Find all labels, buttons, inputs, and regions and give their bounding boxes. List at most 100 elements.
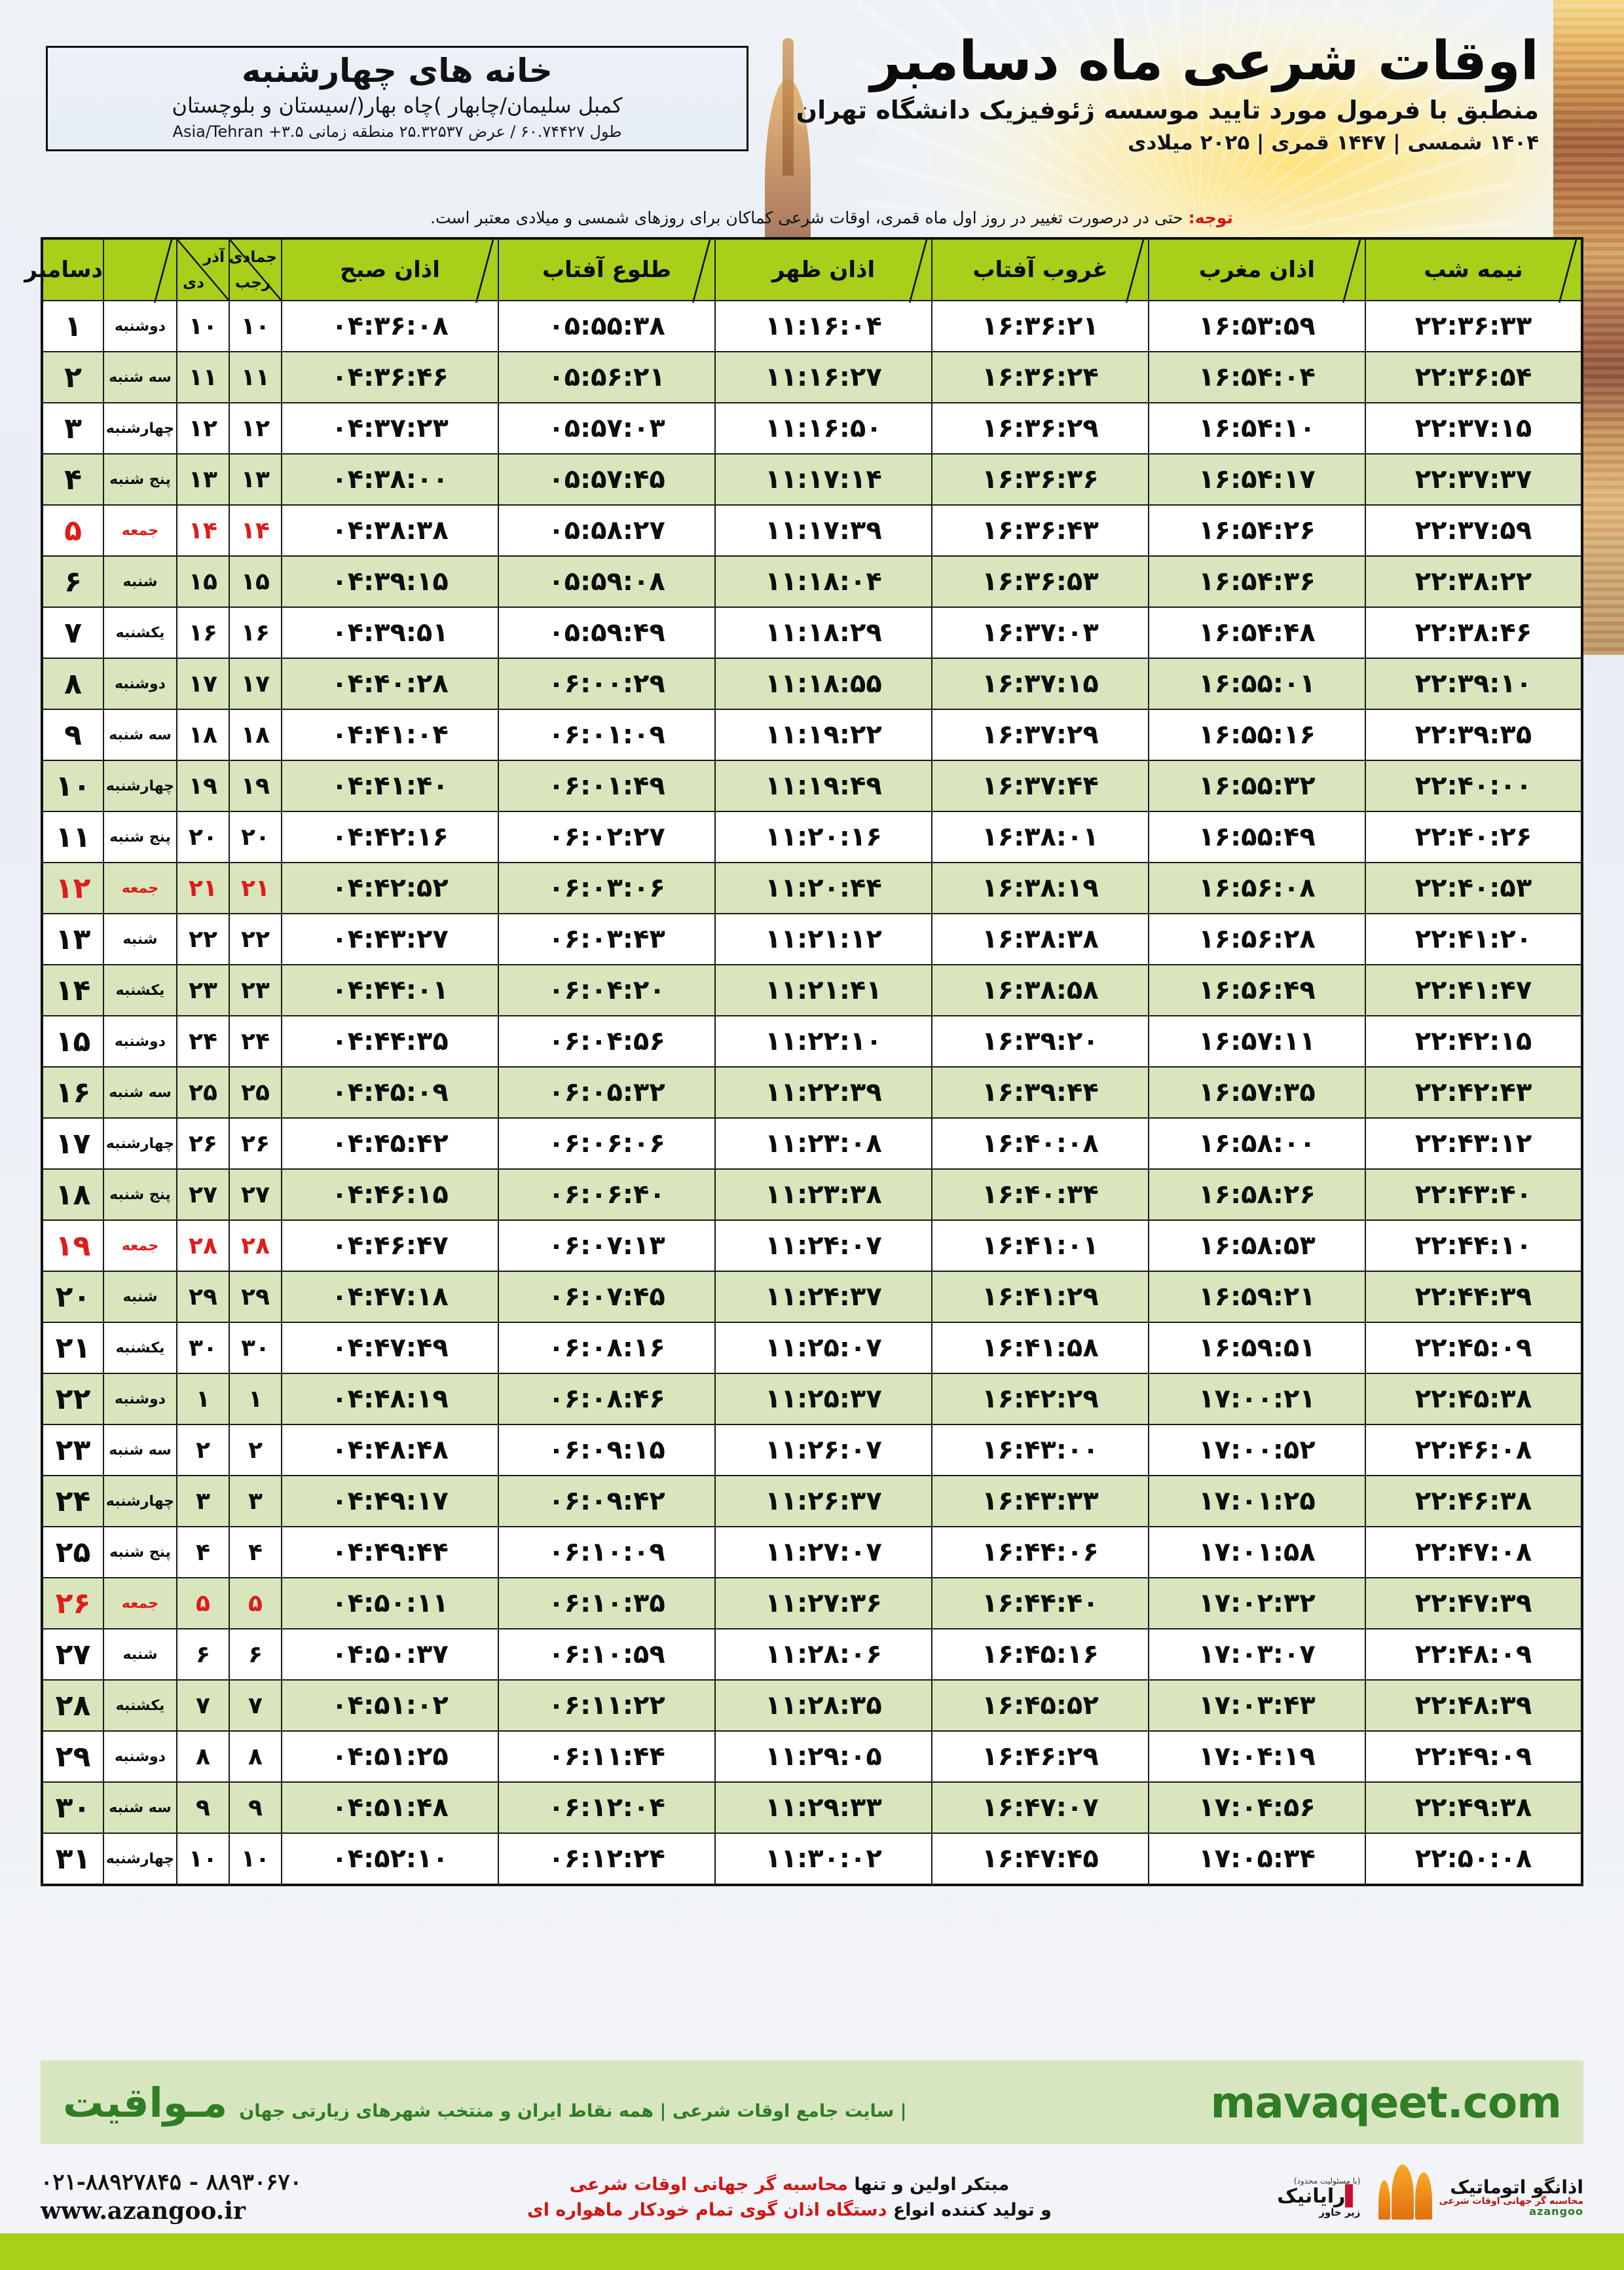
cell-d: ۶ xyxy=(41,555,104,608)
cell-wd: چهارشنبه xyxy=(103,1117,177,1170)
cell-dhuhr: ۱۱:۲۵:۰۷ xyxy=(714,1322,932,1374)
table-row: ۲۲:۴۰:۰۰ ۱۶:۵۵:۳۲ ۱۶:۳۷:۴۴ ۱۱:۱۹:۴۹ ۰۶:۰۱:۴۹… xyxy=(41,760,1583,812)
table-row: ۲۲:۳۹:۱۰ ۱۶:۵۵:۰۱ ۱۶:۳۷:۱۵ ۱۱:۱۸:۵۵ ۰۶:۰۰:۲۹… xyxy=(41,658,1583,710)
cell-sunrise: ۰۶:۱۲:۰۴ xyxy=(498,1781,716,1834)
cell-sh: ۴ xyxy=(176,1526,230,1578)
page-subtitle: منطبق با فرمول مورد تایید موسسه ژئوفیزیک… xyxy=(796,95,1539,124)
cell-sunrise: ۰۶:۱۱:۲۲ xyxy=(498,1679,716,1732)
cell-hi: ۳ xyxy=(229,1475,282,1527)
cell-sh: ۱۸ xyxy=(176,709,230,761)
cell-dhuhr: ۱۱:۱۶:۵۰ xyxy=(714,402,932,455)
cell-midnight: ۲۲:۴۱:۴۷ xyxy=(1365,964,1583,1016)
cell-maghrib: ۱۶:۵۸:۰۰ xyxy=(1148,1117,1366,1170)
cell-midnight: ۲۲:۴۵:۳۸ xyxy=(1365,1373,1583,1425)
cell-wd: سه شنبه xyxy=(103,1066,177,1119)
footer-website[interactable]: www.azangoo.ir xyxy=(41,2197,246,2225)
cell-maghrib: ۱۷:۰۳:۴۳ xyxy=(1148,1679,1366,1732)
cell-maghrib: ۱۶:۵۴:۳۶ xyxy=(1148,555,1366,608)
cell-dhuhr: ۱۱:۱۷:۱۴ xyxy=(714,453,932,506)
cell-d: ۱۵ xyxy=(41,1015,104,1068)
col-header-hijri: جمادی الثانی رجب xyxy=(180,238,282,301)
col-header-maghrib: اذان مغرب xyxy=(1148,237,1367,303)
cell-sunset: ۱۶:۴۵:۵۲ xyxy=(931,1679,1149,1732)
azangoo-logo[interactable]: اذانگو اتوماتیک محاسبه گر جهانی اوقات شر… xyxy=(1377,2165,1583,2229)
cell-d: ۲۸ xyxy=(41,1679,104,1732)
cell-wd: سه شنبه xyxy=(103,1424,177,1476)
cell-maghrib: ۱۶:۵۴:۱۷ xyxy=(1148,453,1366,506)
cell-maghrib: ۱۷:۰۴:۵۶ xyxy=(1148,1781,1366,1834)
cell-fajr: ۰۴:۴۲:۵۲ xyxy=(281,862,499,914)
cell-hi: ۲۶ xyxy=(229,1117,282,1170)
cell-sunrise: ۰۶:۱۰:۳۵ xyxy=(498,1577,716,1629)
note-text: حتی در درصورت تغییر در روز اول ماه قمری،… xyxy=(430,208,1189,227)
cell-sunset: ۱۶:۴۱:۰۱ xyxy=(931,1219,1149,1272)
cell-dhuhr: ۱۱:۲۲:۳۹ xyxy=(714,1066,932,1119)
cell-d: ۱۲ xyxy=(41,862,104,914)
azangoo-logo-text: اذانگو اتوماتیک محاسبه گر جهانی اوقات شر… xyxy=(1439,2177,1583,2218)
cell-sh: ۲۳ xyxy=(176,964,230,1016)
cell-midnight: ۲۲:۴۵:۰۹ xyxy=(1365,1322,1583,1374)
cell-sunrise: ۰۶:۰۳:۴۳ xyxy=(498,913,716,965)
cell-midnight: ۲۲:۴۲:۱۵ xyxy=(1365,1015,1583,1068)
cell-fajr: ۰۴:۵۱:۲۵ xyxy=(281,1730,499,1783)
cell-maghrib: ۱۶:۵۵:۳۲ xyxy=(1148,760,1366,812)
cell-midnight: ۲۲:۴۶:۰۸ xyxy=(1365,1424,1583,1476)
cell-sh: ۲۴ xyxy=(176,1015,230,1068)
table-row: ۲۲:۴۸:۳۹ ۱۷:۰۳:۴۳ ۱۶:۴۵:۵۲ ۱۱:۲۸:۳۵ ۰۶:۱۱:۲۲… xyxy=(41,1679,1583,1732)
table-row: ۲۲:۴۳:۱۲ ۱۶:۵۸:۰۰ ۱۶:۴۰:۰۸ ۱۱:۲۳:۰۸ ۰۶:۰۶:۰۶… xyxy=(41,1117,1583,1170)
rayanic-logo-line0: (با مسئولیت محدود) xyxy=(1293,2176,1361,2186)
hijri-diagonal-divider xyxy=(230,240,281,300)
cell-sh: ۷ xyxy=(176,1679,230,1732)
cell-sunrise: ۰۶:۰۹:۴۲ xyxy=(498,1475,716,1527)
cell-maghrib: ۱۷:۰۳:۰۷ xyxy=(1148,1628,1366,1681)
cell-wd: دوشنبه xyxy=(103,1730,177,1783)
cell-fajr: ۰۴:۳۶:۰۸ xyxy=(281,300,499,352)
cell-d: ۱۳ xyxy=(41,913,104,965)
rayanic-logo[interactable]: (با مسئولیت محدود) ▌رایانیک زیر خاور xyxy=(1277,2176,1361,2218)
cell-sunset: ۱۶:۳۸:۵۸ xyxy=(931,964,1149,1016)
cell-fajr: ۰۴:۴۹:۱۷ xyxy=(281,1475,499,1527)
col-header-sunrise: طلوع آفتاب xyxy=(498,237,716,303)
cell-fajr: ۰۴:۴۸:۱۹ xyxy=(281,1373,499,1425)
cell-fajr: ۰۴:۴۴:۳۵ xyxy=(281,1015,499,1068)
cell-hi: ۱۹ xyxy=(229,760,282,812)
cell-dhuhr: ۱۱:۲۵:۳۷ xyxy=(714,1373,932,1425)
cell-fajr: ۰۴:۳۸:۳۸ xyxy=(281,504,499,557)
cell-hi: ۹ xyxy=(229,1781,282,1834)
cell-sunset: ۱۶:۴۳:۰۰ xyxy=(931,1424,1149,1476)
table-row: ۲۲:۳۷:۳۷ ۱۶:۵۴:۱۷ ۱۶:۳۶:۳۶ ۱۱:۱۷:۱۴ ۰۵:۵۷:۴۵… xyxy=(41,453,1583,506)
cell-fajr: ۰۴:۴۱:۰۴ xyxy=(281,709,499,761)
cell-sunset: ۱۶:۳۷:۱۵ xyxy=(931,658,1149,710)
cell-wd: دوشنبه xyxy=(103,1373,177,1425)
cell-fajr: ۰۴:۴۰:۲۸ xyxy=(281,658,499,710)
cell-sunrise: ۰۵:۵۶:۲۱ xyxy=(498,351,716,403)
mavaqeet-site-link[interactable]: mavaqeet.com xyxy=(1210,2077,1562,2128)
table-row: ۲۲:۴۶:۰۸ ۱۷:۰۰:۵۲ ۱۶:۴۳:۰۰ ۱۱:۲۶:۰۷ ۰۶:۰۹:۱۵… xyxy=(41,1424,1583,1476)
cell-wd: سه شنبه xyxy=(103,709,177,761)
cell-sunset: ۱۶:۳۶:۳۶ xyxy=(931,453,1149,506)
cell-sunrise: ۰۶:۰۶:۰۶ xyxy=(498,1117,716,1170)
cell-hi: ۱ xyxy=(229,1373,282,1425)
cell-dhuhr: ۱۱:۲۱:۱۲ xyxy=(714,913,932,965)
shamsi-month-bottom: دی xyxy=(183,274,204,291)
cell-hi: ۲۰ xyxy=(229,811,282,863)
table-row: ۲۲:۴۷:۳۹ ۱۷:۰۲:۳۲ ۱۶:۴۴:۴۰ ۱۱:۲۷:۳۶ ۰۶:۱۰:۳۵… xyxy=(41,1577,1583,1629)
cell-maghrib: ۱۷:۰۲:۳۲ xyxy=(1148,1577,1366,1629)
cell-sh: ۸ xyxy=(176,1730,230,1783)
cell-sunset: ۱۶:۴۶:۲۹ xyxy=(931,1730,1149,1783)
footer-contact: ۰۲۱-۸۸۹۲۷۸۴۵ - ۸۸۹۳۰۶۷۰ www.azangoo.ir xyxy=(41,2168,302,2226)
cell-sunrise: ۰۶:۱۲:۲۴ xyxy=(498,1833,716,1886)
cell-d: ۲۲ xyxy=(41,1373,104,1425)
cell-sh: ۳۰ xyxy=(176,1322,230,1374)
cell-midnight: ۲۲:۳۹:۱۰ xyxy=(1365,658,1583,710)
cell-sunset: ۱۶:۴۷:۰۷ xyxy=(931,1781,1149,1834)
cell-midnight: ۲۲:۳۸:۴۶ xyxy=(1365,606,1583,659)
table-row: ۲۲:۴۴:۱۰ ۱۶:۵۸:۵۳ ۱۶:۴۱:۰۱ ۱۱:۲۴:۰۷ ۰۶:۰۷:۱۳… xyxy=(41,1219,1583,1272)
cell-maghrib: ۱۷:۰۴:۱۹ xyxy=(1148,1730,1366,1783)
cell-d: ۱۴ xyxy=(41,964,104,1016)
cell-maghrib: ۱۶:۵۵:۴۹ xyxy=(1148,811,1366,863)
cell-fajr: ۰۴:۴۱:۴۰ xyxy=(281,760,499,812)
cell-sunrise: ۰۶:۰۷:۱۳ xyxy=(498,1219,716,1272)
footer-brand-bar: mavaqeet.com | سایت جامع اوقات شرعی | هم… xyxy=(41,2060,1583,2144)
cell-hi: ۱۸ xyxy=(229,709,282,761)
